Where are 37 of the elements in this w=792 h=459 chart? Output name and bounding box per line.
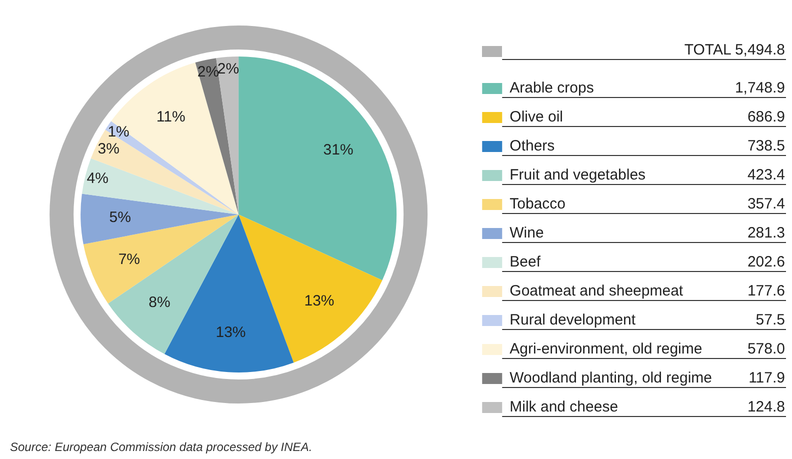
text: 5% (109, 209, 131, 226)
data-label: 202.6 (747, 254, 785, 271)
legend-label: Tobacco (510, 196, 566, 213)
text: 11% (156, 108, 186, 126)
data-label: 177.6 (747, 282, 785, 300)
text: 31% (323, 142, 354, 159)
text: 8% (148, 294, 170, 311)
data-label: 357.4 (747, 196, 785, 213)
text: 7% (118, 251, 140, 268)
data-label: 57.5 (756, 312, 785, 329)
data-label: 1,748.9 (734, 80, 785, 97)
text: 2% (217, 60, 240, 78)
text: 1% (108, 124, 130, 141)
legend-label: Fruit and vegetables (510, 166, 646, 184)
data-label: 124.8 (747, 398, 785, 416)
legend-label: Beef (510, 254, 542, 271)
legend-label: Goatmeat and sheepmeat (510, 282, 684, 300)
legend-label: Arable crops (510, 80, 594, 97)
text: 4% (86, 170, 108, 188)
legend-label: Others (510, 138, 555, 155)
data-label: 117.9 (748, 370, 785, 387)
legend-label: Rural development (510, 312, 636, 329)
data-label: 686.9 (747, 108, 785, 126)
legend-label: Agri-environment, old regime (510, 340, 702, 358)
legend-label: Milk and cheese (510, 398, 618, 416)
source-note: Source: European Commission data processed by INEA. (10, 440, 312, 454)
data-label: 281.3 (747, 224, 785, 242)
data-label: 578.0 (747, 340, 785, 358)
text: 13% (304, 292, 334, 310)
text: TOTAL 5,494.8 (684, 42, 785, 59)
legend-label: Olive oil (510, 108, 564, 126)
text: 13% (216, 324, 246, 341)
legend-label: Woodland planting, old regime (510, 370, 712, 387)
data-label: 423.4 (747, 166, 785, 184)
text: 3% (98, 140, 120, 158)
legend-label: Wine (510, 224, 544, 242)
data-label: 738.5 (747, 138, 785, 155)
